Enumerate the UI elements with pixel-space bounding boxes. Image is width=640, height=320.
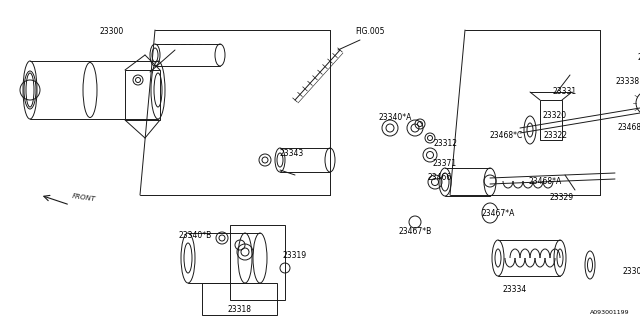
Text: 23340*B: 23340*B — [179, 230, 212, 239]
Text: 23351: 23351 — [638, 53, 640, 62]
Text: 23334: 23334 — [503, 285, 527, 294]
Text: 23300: 23300 — [100, 28, 124, 36]
Text: 23343: 23343 — [280, 148, 304, 157]
Text: FRONT: FRONT — [72, 193, 97, 203]
Text: FIG.005: FIG.005 — [355, 28, 385, 36]
Text: 23320: 23320 — [543, 110, 567, 119]
Text: A093001199: A093001199 — [590, 309, 630, 315]
Text: 23467*B: 23467*B — [398, 228, 431, 236]
Bar — [202, 283, 277, 315]
Text: 23371: 23371 — [433, 158, 457, 167]
Text: 23340*A: 23340*A — [378, 114, 412, 123]
Text: 23322: 23322 — [543, 131, 567, 140]
Text: 23467*A: 23467*A — [481, 209, 515, 218]
Bar — [230, 225, 285, 300]
Text: 23338: 23338 — [616, 77, 640, 86]
Text: 23309: 23309 — [623, 268, 640, 276]
Text: 23318: 23318 — [228, 306, 252, 315]
Bar — [540, 100, 562, 140]
Text: 23331: 23331 — [553, 87, 577, 97]
Bar — [125, 70, 160, 120]
Text: 23468*A: 23468*A — [529, 178, 562, 187]
Text: 23329: 23329 — [550, 194, 574, 203]
Text: 23468*C: 23468*C — [490, 131, 523, 140]
Text: 23319: 23319 — [283, 251, 307, 260]
Text: 23468*B: 23468*B — [618, 124, 640, 132]
Text: 23312: 23312 — [433, 139, 457, 148]
Text: 23466: 23466 — [428, 173, 452, 182]
